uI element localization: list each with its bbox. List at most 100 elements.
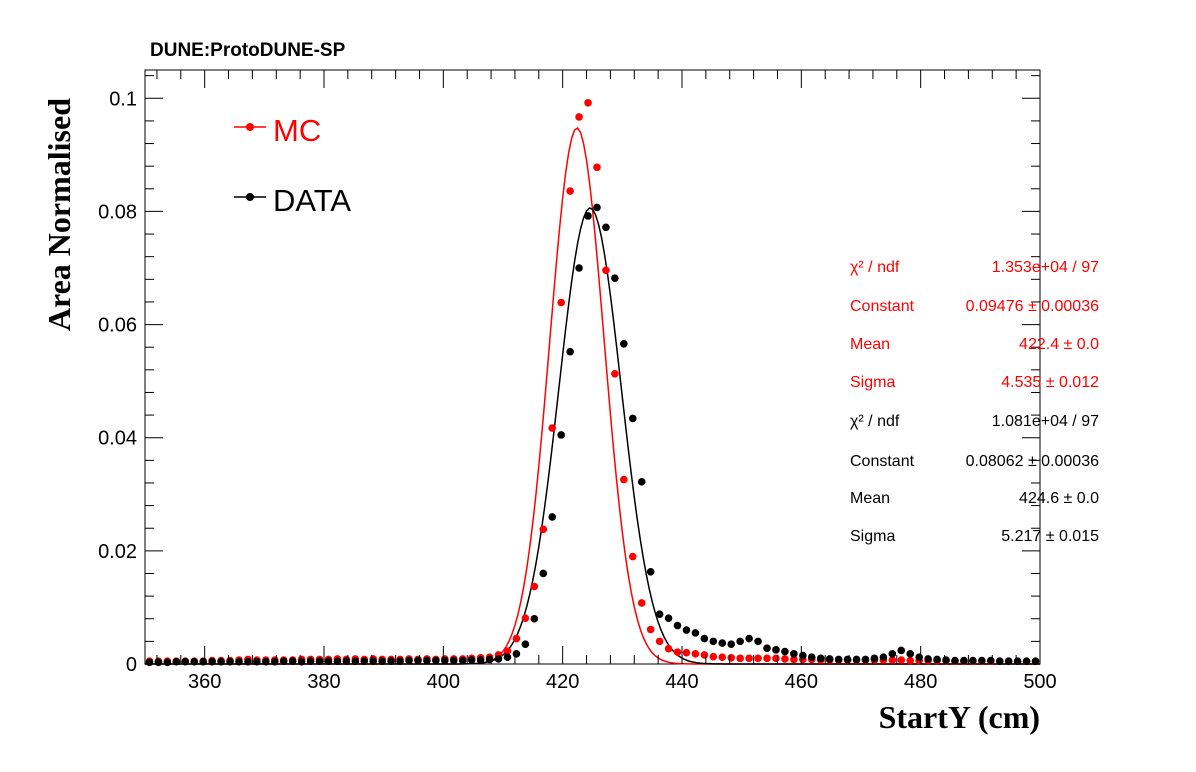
legend-mc-marker — [246, 123, 254, 131]
point-data — [816, 654, 825, 663]
point-data — [682, 626, 691, 634]
point-data — [870, 654, 879, 663]
mc-mean-label: Mean — [850, 336, 890, 353]
point-mc — [602, 266, 610, 275]
point-mc — [718, 653, 727, 662]
stats-box-mc: χ² / ndf 1.353e+04 / 97 Constant 0.09476… — [850, 259, 1099, 391]
data-chi2-label: χ² / ndf — [850, 413, 900, 430]
point-data — [924, 655, 932, 663]
point-data — [825, 655, 834, 663]
point-data — [262, 657, 270, 666]
experiment-label: DUNE:ProtoDUNE-SP — [150, 40, 346, 61]
data-mean-value: 424.6 ± 0.0 — [1019, 490, 1099, 507]
point-data — [476, 656, 485, 664]
point-mc — [781, 655, 789, 663]
point-data — [494, 655, 503, 663]
x-tick-label: 400 — [427, 671, 460, 693]
data-mean-label: Mean — [850, 490, 890, 507]
point-mc — [637, 599, 646, 607]
point-data — [557, 431, 565, 439]
point-data — [154, 658, 163, 667]
point-mc — [584, 99, 592, 107]
point-mc — [512, 634, 521, 643]
point-mc — [709, 652, 718, 661]
point-data — [521, 640, 530, 648]
point-mc — [790, 655, 798, 664]
point-data — [951, 656, 959, 665]
axis-ticks: 360 380 400 420 440 460 480 500 0 0.02 0.04 0.06 0.0… — [98, 70, 1057, 693]
point-data — [297, 657, 306, 666]
point-mc — [763, 654, 771, 663]
point-mc — [772, 654, 780, 663]
point-data — [593, 203, 601, 212]
point-mc — [673, 648, 682, 656]
point-data — [539, 569, 548, 578]
point-data — [834, 655, 843, 664]
plot-frame — [144, 69, 1041, 665]
point-mc — [611, 369, 619, 378]
fit-curve-data — [145, 207, 1040, 665]
y-tick-label: 0 — [126, 654, 137, 676]
point-data — [781, 647, 789, 656]
point-data — [736, 637, 744, 646]
point-data — [217, 657, 225, 666]
point-data — [879, 653, 888, 662]
point-mc — [736, 654, 744, 663]
mc-constant-value: 0.09476 ± 0.00036 — [966, 298, 1099, 315]
point-data — [306, 657, 315, 665]
point-mc — [664, 644, 673, 653]
x-tick-label: 420 — [546, 671, 579, 693]
data-constant-value: 0.08062 ± 0.00036 — [966, 453, 1099, 470]
y-tick-label: 0.04 — [98, 428, 137, 450]
x-tick-label: 440 — [665, 671, 698, 693]
mc-sigma-label: Sigma — [850, 374, 895, 391]
point-data — [843, 655, 852, 664]
point-data — [611, 274, 619, 282]
mc-sigma-value: 4.535 ± 0.012 — [1001, 374, 1099, 391]
x-tick-label: 480 — [904, 671, 937, 693]
point-data — [441, 656, 449, 665]
point-data — [1022, 657, 1031, 665]
point-mc — [754, 654, 762, 663]
point-data — [995, 657, 1004, 665]
point-data — [664, 614, 673, 622]
point-mc — [691, 650, 700, 658]
point-data — [458, 656, 467, 665]
point-data — [342, 657, 351, 665]
point-data — [405, 656, 413, 665]
point-data — [718, 639, 727, 647]
point-mc — [620, 475, 628, 484]
point-data — [620, 340, 628, 348]
point-data — [602, 223, 610, 232]
point-data — [235, 657, 243, 666]
point-mc — [646, 625, 655, 634]
point-data — [986, 656, 995, 665]
point-data — [700, 634, 709, 643]
point-data — [888, 650, 897, 658]
data-chi2-value: 1.081e+04 / 97 — [992, 413, 1099, 430]
point-mc — [700, 651, 709, 659]
x-axis-title: StartY (cm) — [879, 699, 1040, 735]
legend-data-marker — [246, 193, 254, 201]
point-data — [861, 655, 870, 664]
point-data — [727, 640, 736, 648]
point-data — [279, 657, 288, 665]
legend-data-label: DATA — [273, 183, 351, 218]
point-data — [226, 657, 234, 666]
point-mc — [888, 656, 897, 664]
point-mc — [575, 113, 583, 121]
point-data — [763, 644, 771, 652]
legend: MC DATA — [234, 113, 351, 218]
point-data — [145, 658, 154, 667]
x-tick-label: 380 — [307, 671, 340, 693]
point-data — [270, 657, 279, 666]
point-data — [933, 655, 941, 664]
point-mc — [593, 163, 601, 172]
stats-box-data: χ² / ndf 1.081e+04 / 97 Constant 0.08062… — [850, 413, 1099, 545]
point-data — [449, 656, 458, 665]
point-data — [244, 657, 252, 666]
x-tick-label: 500 — [1023, 671, 1056, 693]
point-data — [503, 653, 512, 662]
point-data — [637, 478, 646, 486]
point-data — [333, 657, 342, 665]
